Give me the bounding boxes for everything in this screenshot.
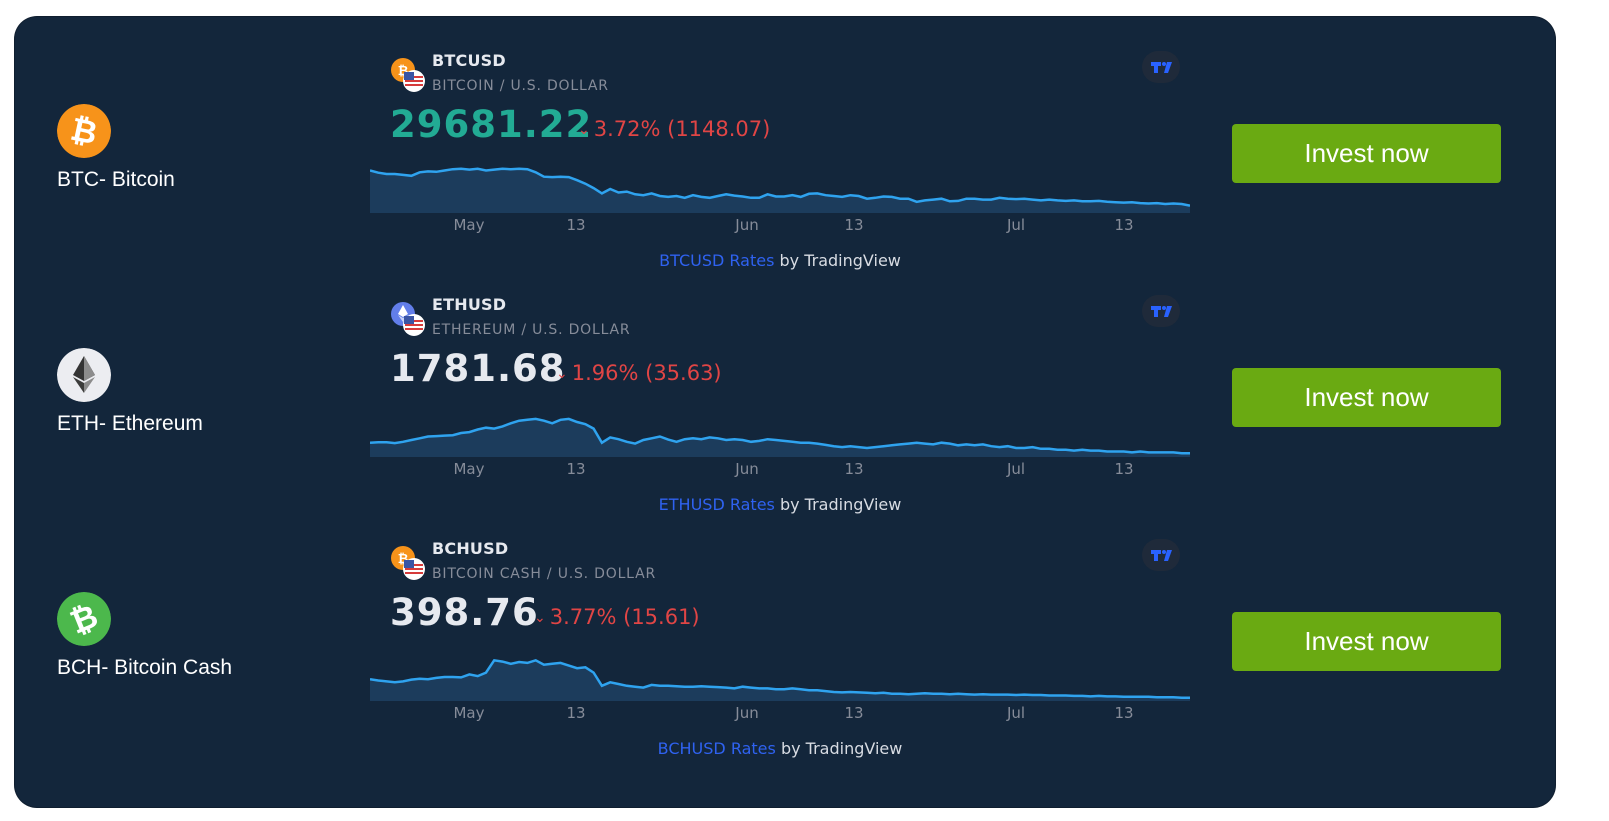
chevron-down-icon: ⌄ <box>578 122 590 138</box>
attribution: ETHUSD Rates by TradingView <box>370 495 1190 514</box>
tradingview-widget[interactable]: ₿ BTCUSD BITCOIN / U.S. DOLLAR 29681.22 … <box>370 37 1190 277</box>
chevron-down-icon: ⌄ <box>534 610 546 626</box>
axis-label: 13 <box>566 216 586 234</box>
coin-label: BCH- Bitcoin Cash <box>57 656 233 679</box>
axis-label: Jun <box>735 704 759 722</box>
ticker-symbol[interactable]: ETHUSD <box>432 295 507 314</box>
axis-label: May <box>453 216 485 234</box>
chart-area <box>370 418 1190 457</box>
rates-link[interactable]: ETHUSD Rates <box>658 495 775 514</box>
axis-label: Jul <box>1006 460 1026 478</box>
axis-label: 13 <box>1114 460 1134 478</box>
chart-line <box>370 167 1190 207</box>
axis-label: May <box>453 460 485 478</box>
coin-info: ETH- Ethereum <box>57 348 203 435</box>
price-value: 398.76 <box>390 591 539 634</box>
price-change: ⌄ 1.96% (35.63) <box>556 361 722 385</box>
axis-label: Jun <box>735 460 759 478</box>
axis-label: 13 <box>566 460 586 478</box>
invest-now-button[interactable]: Invest now <box>1232 612 1501 671</box>
price-chart[interactable] <box>370 653 1190 701</box>
price-value: 1781.68 <box>390 347 566 390</box>
pair-description: BITCOIN / U.S. DOLLAR <box>432 78 609 94</box>
axis-label: 13 <box>844 460 864 478</box>
axis-label: 13 <box>1114 216 1134 234</box>
svg-text:₿: ₿ <box>398 64 409 79</box>
price-chart[interactable] <box>370 165 1190 213</box>
price-change: ⌄ 3.77% (15.61) <box>534 605 700 629</box>
tradingview-widget[interactable]: ETHUSD ETHEREUM / U.S. DOLLAR 1781.68 ⌄ 1… <box>370 281 1190 521</box>
rates-link[interactable]: BTCUSD Rates <box>659 251 775 270</box>
axis-label: 13 <box>1114 704 1134 722</box>
attribution-suffix: by TradingView <box>775 739 903 758</box>
attribution: BCHUSD Rates by TradingView <box>370 739 1190 758</box>
rates-link[interactable]: BCHUSD Rates <box>657 739 776 758</box>
bitcoin-cash-icon: ₿ <box>57 592 111 646</box>
crypto-row-btc: ₿ BTC- Bitcoin ₿ BTCUSD BITCOIN / U.S. D… <box>15 17 1555 270</box>
axis-label: 13 <box>844 216 864 234</box>
coin-label: ETH- Ethereum <box>57 412 203 435</box>
chart-time-axis: May 13 Jun 13 Jul 13 <box>370 460 1190 480</box>
bitcoin-icon: ₿ <box>57 104 111 158</box>
btc-usd-pair-icon: ₿ <box>391 58 425 92</box>
ethereum-icon <box>57 348 111 402</box>
chart-line <box>370 417 1190 455</box>
coin-info: ₿ BCH- Bitcoin Cash <box>57 592 232 679</box>
invest-now-button[interactable]: Invest now <box>1232 124 1501 183</box>
crypto-row-eth: ETH- Ethereum ETHUSD ETHEREUM / U.S. DOL… <box>15 261 1555 514</box>
bch-usd-pair-icon: ₿ <box>391 546 425 580</box>
chevron-down-icon: ⌄ <box>556 366 568 382</box>
invest-now-button[interactable]: Invest now <box>1232 368 1501 427</box>
axis-label: 13 <box>844 704 864 722</box>
chart-line <box>370 658 1190 699</box>
change-text: 1.96% (35.63) <box>571 361 722 385</box>
crypto-row-bch: ₿ BCH- Bitcoin Cash ₿ BCHUSD BITCOIN CAS… <box>15 505 1555 758</box>
axis-label: May <box>453 704 485 722</box>
ticker-symbol[interactable]: BCHUSD <box>432 539 509 558</box>
tradingview-widget[interactable]: ₿ BCHUSD BITCOIN CASH / U.S. DOLLAR 398.… <box>370 525 1190 765</box>
chart-time-axis: May 13 Jun 13 Jul 13 <box>370 216 1190 236</box>
axis-label: Jul <box>1006 704 1026 722</box>
attribution-suffix: by TradingView <box>774 251 901 270</box>
tradingview-logo-icon[interactable] <box>1142 51 1180 83</box>
chart-time-axis: May 13 Jun 13 Jul 13 <box>370 704 1190 724</box>
axis-label: Jul <box>1006 216 1026 234</box>
tradingview-logo-icon[interactable] <box>1142 295 1180 327</box>
price-chart[interactable] <box>370 409 1190 457</box>
axis-label: 13 <box>566 704 586 722</box>
ticker-symbol[interactable]: BTCUSD <box>432 51 506 70</box>
pair-description: ETHEREUM / U.S. DOLLAR <box>432 322 631 338</box>
chart-area <box>370 660 1190 701</box>
attribution-suffix: by TradingView <box>774 495 902 514</box>
change-text: 3.72% (1148.07) <box>593 117 771 141</box>
coin-label: BTC- Bitcoin <box>57 168 175 191</box>
crypto-panel: ₿ BTC- Bitcoin ₿ BTCUSD BITCOIN / U.S. D… <box>15 17 1555 807</box>
axis-label: Jun <box>735 216 759 234</box>
attribution: BTCUSD Rates by TradingView <box>370 251 1190 270</box>
pair-description: BITCOIN CASH / U.S. DOLLAR <box>432 566 657 582</box>
coin-info: ₿ BTC- Bitcoin <box>57 104 175 191</box>
tradingview-logo-icon[interactable] <box>1142 539 1180 571</box>
price-change: ⌄ 3.72% (1148.07) <box>578 117 770 141</box>
eth-usd-pair-icon <box>391 302 425 336</box>
change-text: 3.77% (15.61) <box>549 605 700 629</box>
chart-area <box>370 168 1190 213</box>
price-value: 29681.22 <box>390 103 593 146</box>
svg-text:₿: ₿ <box>398 552 409 567</box>
